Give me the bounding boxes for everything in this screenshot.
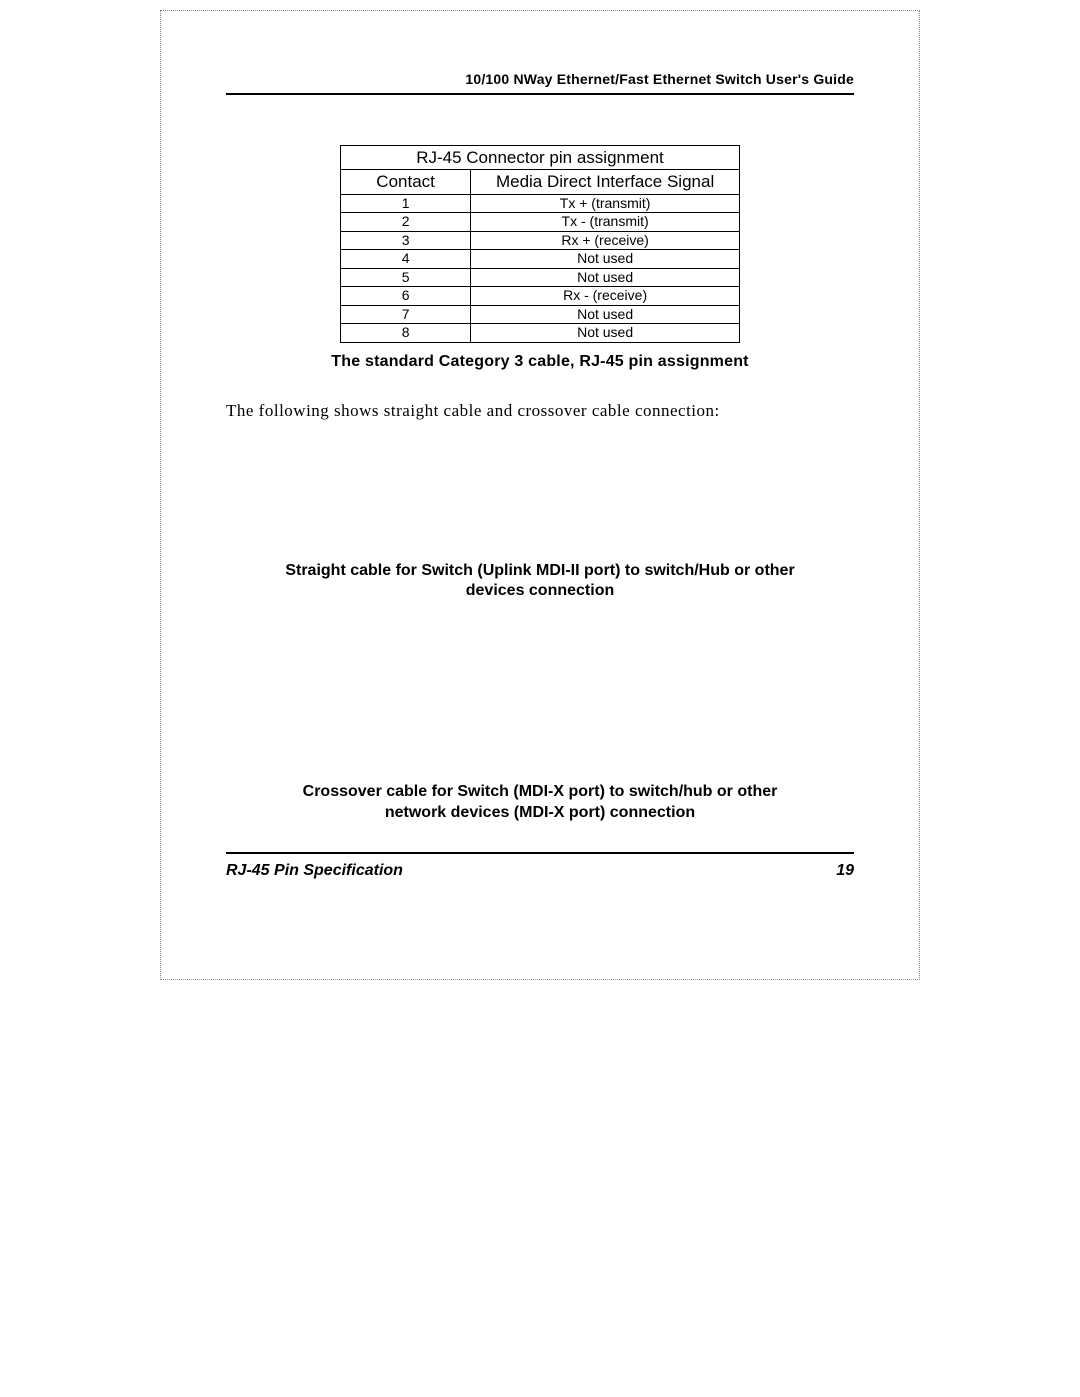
table-row: 1Tx + (transmit)	[341, 194, 740, 213]
table-row: 4Not used	[341, 250, 740, 269]
footer-section-title: RJ-45 Pin Specification	[226, 862, 403, 880]
cell-signal: Not used	[471, 250, 740, 269]
straight-cable-caption: Straight cable for Switch (Uplink MDI-II…	[280, 561, 800, 603]
cell-signal: Not used	[471, 324, 740, 343]
col-signal-header: Media Direct Interface Signal	[471, 170, 740, 194]
cell-contact: 8	[341, 324, 471, 343]
cell-signal: Not used	[471, 305, 740, 324]
cell-contact: 6	[341, 287, 471, 306]
footer-page-number: 19	[836, 862, 854, 880]
header-rule	[226, 93, 854, 95]
cell-contact: 5	[341, 268, 471, 287]
table-row: 6Rx - (receive)	[341, 287, 740, 306]
page-footer: RJ-45 Pin Specification 19	[226, 862, 854, 880]
table-row: 7Not used	[341, 305, 740, 324]
table-caption: The standard Category 3 cable, RJ-45 pin…	[226, 353, 854, 371]
cell-contact: 2	[341, 213, 471, 232]
cell-signal: Not used	[471, 268, 740, 287]
table-title: RJ-45 Connector pin assignment	[341, 146, 740, 170]
cell-contact: 1	[341, 194, 471, 213]
table-row: 2Tx - (transmit)	[341, 213, 740, 232]
pin-assignment-table: RJ-45 Connector pin assignment Contact M…	[340, 145, 740, 343]
crossover-cable-caption: Crossover cable for Switch (MDI-X port) …	[270, 782, 810, 824]
table-row: 5Not used	[341, 268, 740, 287]
cell-signal: Tx - (transmit)	[471, 213, 740, 232]
table-row: 8Not used	[341, 324, 740, 343]
cell-signal: Rx + (receive)	[471, 231, 740, 250]
cell-signal: Rx - (receive)	[471, 287, 740, 306]
footer-rule	[226, 852, 854, 854]
cell-contact: 3	[341, 231, 471, 250]
table-row: 3Rx + (receive)	[341, 231, 740, 250]
col-contact-header: Contact	[341, 170, 471, 194]
cell-contact: 7	[341, 305, 471, 324]
cell-signal: Tx + (transmit)	[471, 194, 740, 213]
page-frame: 10/100 NWay Ethernet/Fast Ethernet Switc…	[160, 10, 920, 980]
body-paragraph: The following shows straight cable and c…	[226, 401, 854, 421]
cell-contact: 4	[341, 250, 471, 269]
document-header: 10/100 NWay Ethernet/Fast Ethernet Switc…	[226, 71, 854, 87]
